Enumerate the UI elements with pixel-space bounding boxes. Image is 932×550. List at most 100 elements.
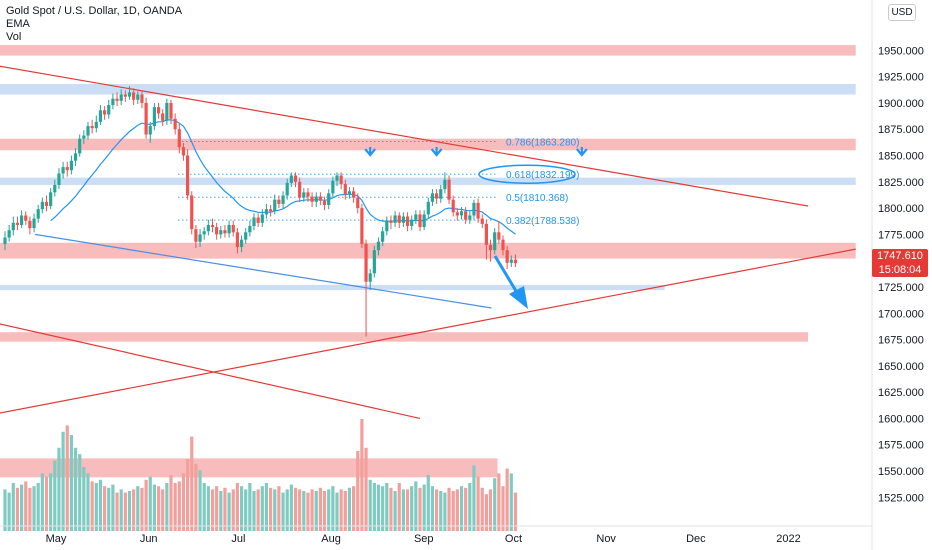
volume-bar [98, 479, 103, 531]
volume-bar [298, 489, 302, 531]
candle-body [455, 212, 459, 216]
volume-bar [140, 487, 144, 531]
candle-body [190, 195, 194, 230]
volume-bar [335, 492, 339, 531]
volume-bar [285, 489, 289, 531]
candle-body [273, 199, 277, 212]
candle-body [123, 94, 127, 97]
candle-body [368, 273, 372, 282]
volume-bar [472, 465, 476, 531]
volume-bar [318, 487, 322, 531]
volume-bar [372, 483, 376, 531]
candle-body [372, 250, 376, 274]
volume-bar [314, 491, 318, 531]
volume-bar [414, 481, 418, 531]
candle-body [103, 110, 107, 115]
candle-body [414, 214, 418, 220]
candle-body [148, 126, 152, 135]
volume-bar [264, 483, 269, 531]
currency-button[interactable]: USD [888, 4, 916, 21]
candle-body [435, 193, 439, 199]
candle-body [227, 224, 231, 234]
candle-body [119, 94, 123, 101]
candle-body [430, 193, 435, 202]
price-tick-label: 1850.000 [878, 151, 924, 163]
ema-indicator-label[interactable]: EMA [6, 18, 30, 30]
price-tick-label: 1550.000 [878, 466, 924, 478]
candle-body [356, 197, 360, 209]
candle-body [252, 217, 256, 226]
volume-bar [136, 486, 140, 531]
candle-body [327, 193, 331, 205]
volume-bar [488, 489, 493, 531]
volume-bar [381, 486, 385, 531]
price-tick-label: 1825.000 [878, 177, 924, 189]
fib-highlight-circle [478, 164, 576, 184]
candle-body [57, 173, 61, 185]
candle-body [165, 102, 169, 121]
volume-bar [32, 486, 36, 531]
volume-bar [103, 486, 107, 531]
candle-body [136, 94, 140, 100]
volume-bar [476, 476, 480, 531]
candle-body [186, 155, 190, 196]
volume-bar [302, 491, 306, 531]
candle-body [509, 259, 513, 263]
candle-body [505, 250, 509, 263]
candle-body [256, 217, 260, 223]
candle-body [468, 215, 472, 220]
candle-body [393, 215, 397, 223]
candle-body [210, 224, 215, 228]
candle-body [443, 179, 447, 190]
time-tick-label: May [46, 533, 67, 545]
price-tick-label: 1900.000 [878, 98, 924, 110]
candle-body [107, 105, 111, 115]
volume-bar [78, 454, 82, 531]
volume-bar [127, 491, 132, 531]
candle-body [198, 234, 202, 242]
symbol-title[interactable]: Gold Spot / U.S. Dollar, 1D, OANDA [6, 5, 183, 17]
resistance-trendline [0, 323, 421, 420]
candle-body [206, 224, 210, 232]
candle-body [397, 215, 401, 223]
volume-bar [223, 487, 227, 531]
volume-bar [327, 489, 331, 531]
volume-bar [7, 492, 11, 531]
volume-bar [410, 486, 414, 531]
candle-body [181, 147, 186, 156]
candle-body [335, 175, 339, 181]
volume-bar [464, 487, 468, 531]
volume-bar [451, 491, 455, 531]
volume-bar [459, 486, 464, 531]
volume-bar [94, 483, 98, 531]
candle-body [339, 175, 343, 184]
candle-body [277, 199, 281, 204]
volume-bar [418, 487, 422, 531]
volume-bar [36, 483, 40, 531]
volume-bar [123, 492, 127, 531]
zone-blue-3 [0, 177, 856, 185]
price-tick-label: 1525.000 [878, 492, 924, 504]
candle-body [310, 196, 314, 202]
volume-bar [505, 468, 509, 531]
candle-body [90, 126, 94, 129]
volume-bar [343, 491, 347, 531]
candle-body [239, 239, 244, 248]
candle-body [439, 189, 443, 199]
candle-body [223, 230, 227, 234]
vol-indicator-label[interactable]: Vol [6, 31, 22, 43]
volume-bar [28, 487, 32, 531]
candle-body [111, 98, 115, 106]
volume-bar [364, 447, 368, 531]
volume-bar [111, 484, 115, 531]
time-tick-label: Jul [231, 533, 245, 545]
candle-body [318, 196, 322, 201]
peak-arrow-icon [576, 147, 588, 157]
volume-bar [293, 487, 298, 531]
price-tick-label: 1625.000 [878, 387, 924, 399]
candle-body [459, 211, 464, 216]
candle-body [231, 224, 235, 233]
